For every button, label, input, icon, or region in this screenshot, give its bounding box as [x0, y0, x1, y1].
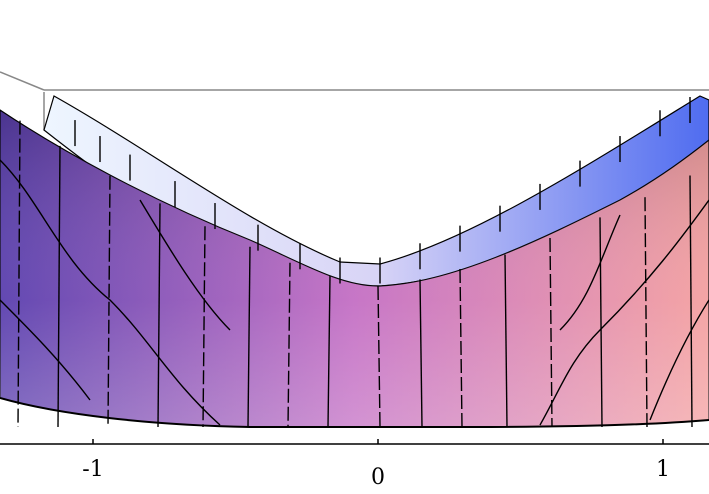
mesh-line-vertical [247, 246, 251, 428]
mesh-line-vertical [504, 254, 508, 428]
mesh-contour-line [539, 199, 709, 426]
mesh-line-vertical [327, 276, 331, 428]
bounding-box-left-edge [0, 71, 45, 91]
mesh-contour-line [559, 214, 621, 331]
mesh-line-vertical [549, 238, 553, 428]
mesh-line-vertical [599, 217, 603, 428]
bounding-box [0, 71, 709, 130]
mesh-contour-line [139, 199, 231, 331]
mesh-line-vertical [689, 175, 693, 428]
mesh-contour-line [0, 299, 91, 401]
mesh-line-vertical [57, 145, 61, 428]
x-tick-label: 1 [656, 457, 670, 482]
mesh-line-vertical [459, 268, 463, 428]
mesh-line-vertical [107, 175, 111, 428]
mesh-contour-line [649, 299, 709, 421]
surface-bottom-edge [0, 397, 709, 428]
mesh-line-vertical [287, 262, 291, 428]
surface-mesh [0, 97, 709, 428]
mesh-line-vertical [17, 120, 21, 428]
mesh-line-vertical [157, 203, 161, 428]
mesh-line-vertical [419, 279, 423, 428]
mesh-line-vertical [202, 226, 206, 428]
x-axis: -1 0 1 [0, 439, 709, 490]
mesh-line-vertical [644, 197, 648, 428]
mesh-line-vertical [377, 285, 381, 428]
x-tick-label: 0 [371, 465, 385, 490]
surface-shading [0, 110, 709, 427]
mesh-contour-line [0, 159, 221, 426]
x-tick-label: -1 [82, 457, 103, 482]
